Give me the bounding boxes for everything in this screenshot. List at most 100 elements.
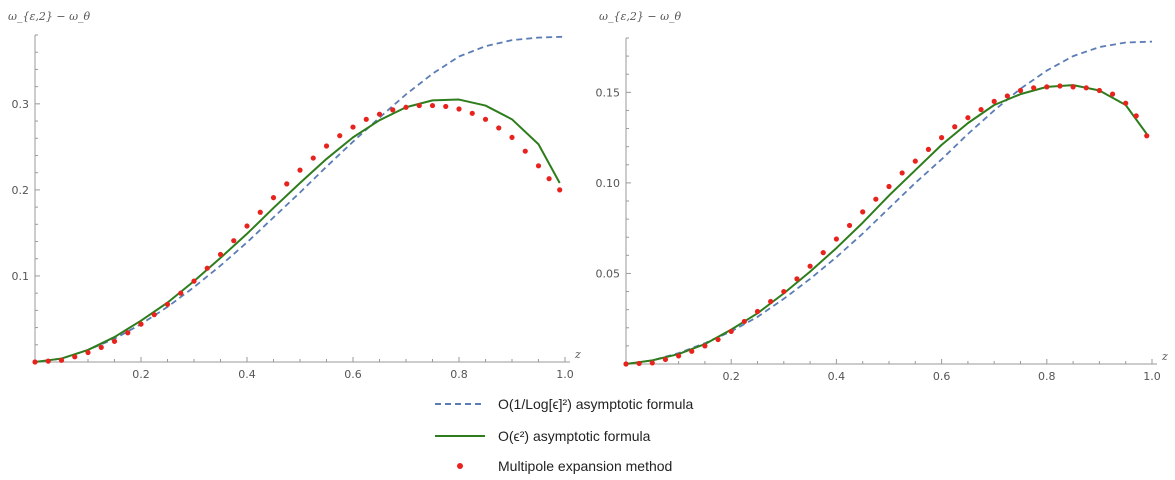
data-point <box>833 236 840 242</box>
data-point <box>557 187 563 193</box>
data-point <box>676 353 682 359</box>
data-point <box>310 155 316 161</box>
legend-item-log-formula: O(1/Log[ϵ]²) asymptotic formula <box>435 396 693 412</box>
data-point <box>702 343 708 349</box>
data-point <box>1044 84 1050 90</box>
series-eps-formula-line <box>34 98 561 363</box>
data-point <box>270 195 277 201</box>
data-point <box>32 359 38 365</box>
data-point <box>125 330 131 336</box>
x-tick-label: 0.2 <box>722 370 740 383</box>
data-point <box>297 167 303 173</box>
data-point <box>886 183 892 190</box>
data-point <box>1004 93 1010 99</box>
y-axis-title: ω_{ε,2} − ω_θ <box>599 10 682 23</box>
data-point <box>860 209 866 215</box>
data-point <box>178 290 184 296</box>
legend-point-icon <box>457 463 463 469</box>
data-point <box>72 354 78 360</box>
data-point <box>469 110 475 116</box>
x-tick-label: 0.8 <box>450 368 468 381</box>
data-point <box>1133 113 1139 119</box>
series-multipole-points <box>32 102 563 365</box>
data-point <box>925 146 932 152</box>
legend-label-log-formula: O(1/Log[ϵ]²) asymptotic formula <box>498 396 693 412</box>
data-point <box>376 111 383 117</box>
data-point <box>781 288 787 295</box>
y-tick-label: 0.2 <box>12 184 30 197</box>
x-axis-title: z <box>1161 350 1168 363</box>
x-tick-label: 0.4 <box>828 370 846 383</box>
data-point <box>45 358 51 364</box>
data-point <box>689 348 695 354</box>
y-tick-label: 0.10 <box>596 177 621 190</box>
data-point <box>662 356 669 363</box>
series-multipole-points <box>623 83 1150 367</box>
data-point <box>1070 84 1076 90</box>
data-point <box>217 251 224 258</box>
data-point <box>807 263 813 269</box>
y-axis-title: ω_{ε,2} − ω_θ <box>8 10 91 23</box>
data-point <box>1109 91 1116 97</box>
data-point <box>1096 87 1102 94</box>
data-point <box>390 107 396 113</box>
data-point <box>191 278 197 284</box>
data-point <box>416 102 422 109</box>
data-point <box>965 115 971 121</box>
data-point <box>1144 133 1150 139</box>
legend-label-multipole: Multipole expansion method <box>498 458 672 474</box>
series-log-formula-line <box>625 40 1153 365</box>
data-point <box>85 349 91 356</box>
data-point <box>151 312 157 318</box>
data-point <box>58 357 65 363</box>
x-tick-label: 0.6 <box>933 370 951 383</box>
data-point <box>546 176 552 182</box>
data-point <box>952 124 958 130</box>
x-tick-label: 1.0 <box>556 368 574 381</box>
y-tick-label: 0.15 <box>596 86 621 99</box>
data-point <box>535 163 542 169</box>
data-point <box>715 336 721 343</box>
data-point <box>456 106 462 112</box>
data-point <box>939 135 945 141</box>
data-point <box>244 223 250 229</box>
data-point <box>1031 85 1037 91</box>
data-point <box>363 116 369 122</box>
legend: O(1/Log[ϵ]²) asymptotic formula O(ϵ²) as… <box>435 396 693 474</box>
data-point <box>978 106 984 113</box>
data-point <box>496 125 502 131</box>
right-plot: 0.2 0.4 0.6 0.8 1.0 0.05 0.10 0.15 ω_{ε,2} − ω_θ… <box>596 10 1169 383</box>
legend-label-eps-formula: O(ϵ²) asymptotic formula <box>498 428 651 444</box>
data-point <box>522 148 528 154</box>
legend-item-eps-formula: O(ϵ²) asymptotic formula <box>435 428 651 444</box>
data-point <box>846 222 853 229</box>
y-tick-label: 0.3 <box>12 98 30 111</box>
data-point <box>899 170 905 176</box>
y-tick-label: 0.05 <box>596 267 621 280</box>
data-point <box>204 265 210 271</box>
y-tick-label: 0.1 <box>12 270 30 283</box>
data-point <box>794 276 800 282</box>
x-tick-label: 0.2 <box>132 368 150 381</box>
data-point <box>741 318 747 325</box>
data-point <box>623 361 629 367</box>
data-point <box>231 238 237 244</box>
data-point <box>1017 87 1024 94</box>
data-point <box>337 133 343 139</box>
series-eps-formula-line <box>625 84 1148 365</box>
data-point <box>284 181 290 187</box>
data-point <box>509 134 515 141</box>
data-point <box>443 103 449 110</box>
x-tick-label: 0.6 <box>344 368 362 381</box>
data-point <box>991 98 997 104</box>
data-point <box>768 298 774 305</box>
data-point <box>482 116 489 122</box>
data-point <box>429 102 436 109</box>
data-point <box>912 158 918 164</box>
x-tick-label: 0.4 <box>238 368 256 381</box>
data-point <box>403 104 409 110</box>
x-tick-label: 1.0 <box>1143 370 1161 383</box>
data-point <box>820 250 826 256</box>
x-tick-label: 0.8 <box>1038 370 1056 383</box>
data-point <box>649 360 655 366</box>
